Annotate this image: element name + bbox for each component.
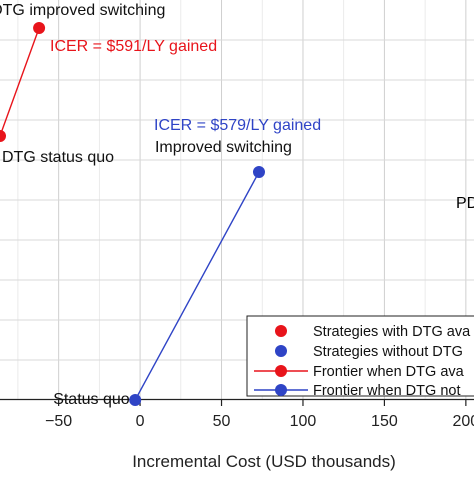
x-tick-label: 50: [213, 413, 231, 430]
strategy-point: [33, 22, 46, 34]
annotation-icer-red: ICER = $591/LY gained: [50, 38, 217, 55]
legend-point-symbol: [275, 365, 287, 377]
strategy-label: Status quo: [53, 391, 130, 408]
legend-label: Frontier when DTG ava: [313, 364, 465, 380]
legend-point-symbol: [275, 345, 287, 357]
strategy-label: Improved switching: [155, 139, 292, 156]
strategy-point: [252, 166, 265, 178]
strategy-point: [0, 130, 6, 142]
legend-label: Frontier when DTG not: [313, 383, 460, 399]
legend-items: Strategies with DTG ava Strategies withou…: [254, 324, 471, 399]
x-tick-label: 200: [453, 413, 474, 430]
legend-label: Strategies with DTG ava: [313, 324, 471, 340]
legend-point-symbol: [275, 384, 287, 396]
x-tick-label: 100: [290, 413, 317, 430]
legend-point-symbol: [275, 325, 287, 337]
strategy-point: [129, 394, 142, 406]
x-axis-label: Incremental Cost (USD thousands): [132, 452, 396, 471]
series-group: [0, 22, 265, 406]
strategy-label: DTG improved switching: [0, 2, 165, 19]
legend: Strategies with DTG ava Strategies withou…: [246, 315, 474, 399]
frontier-line-dtg: [0, 27, 40, 137]
annotation-icer-blue: ICER = $579/LY gained: [154, 117, 321, 134]
x-tick-label: −50: [45, 413, 72, 430]
annotation-pd: PD: [456, 195, 474, 212]
x-tick-label: 0: [136, 413, 145, 430]
legend-label: Strategies without DTG: [313, 344, 463, 360]
x-tick-label: 150: [371, 413, 398, 430]
point-labels: DTG status quo DTG improved switching Stat…: [0, 2, 292, 408]
x-ticks: −50 0 50 100 150 200: [45, 400, 474, 430]
frontier-line-no-dtg: [134, 171, 260, 401]
strategy-label: DTG status quo: [2, 149, 114, 166]
